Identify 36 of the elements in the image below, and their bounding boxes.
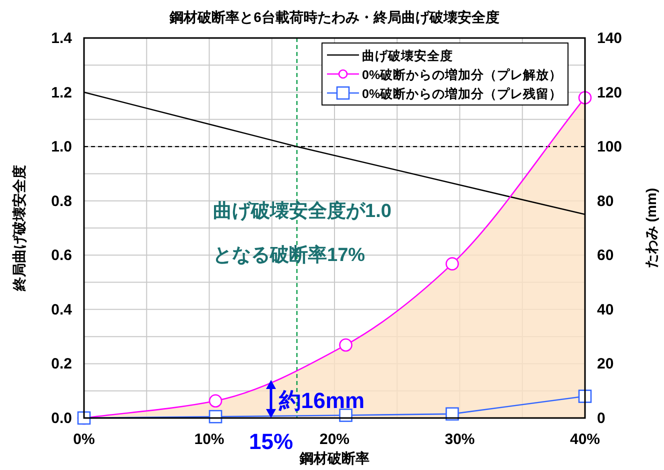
y-tick-label: 0.8 <box>51 192 72 210</box>
chart-title: 鋼材破断率と6台載荷時たわみ・終局曲げ破壊安全度 <box>168 9 500 25</box>
x-tick-label: 10% <box>194 431 224 448</box>
text: 15% <box>248 429 294 454</box>
y-axis-title: 終局曲げ破壊安全度 <box>11 165 27 292</box>
y2-tick-label: 120 <box>597 84 622 102</box>
annotation: となる破断率17% <box>213 244 366 266</box>
y-tick-label: 0.4 <box>51 301 73 318</box>
y-tick-label: 0.6 <box>51 247 72 264</box>
x-tick-label: 20% <box>319 431 350 448</box>
point <box>339 408 352 422</box>
y2-tick-label: 40 <box>597 301 614 318</box>
y-tick-label: 0.2 <box>51 356 72 373</box>
legend-label: 0%破断からの増加分（プレ解放） <box>362 67 562 82</box>
y2-tick-label: 140 <box>597 30 622 47</box>
y2-tick-label: 20 <box>597 356 614 373</box>
x-tick-label: 0% <box>73 431 95 448</box>
annotation: 曲げ破壊安全度が1.0 <box>213 200 392 222</box>
point <box>208 394 222 408</box>
y2-tick-label: 80 <box>597 192 614 210</box>
x-tick-label: 30% <box>444 431 475 448</box>
y2-axis-title: たわみ (mm) <box>643 188 659 268</box>
x-tick-label: 40% <box>570 431 600 448</box>
legend-label: 0%破断からの増加分（プレ残留） <box>362 86 562 101</box>
y2-tick-label: 0 <box>597 410 606 427</box>
legend-label: 曲げ破壊安全度 <box>362 48 453 63</box>
annotation: 約16mm <box>278 388 365 413</box>
x-axis-title: 鋼材破断率 <box>298 450 370 466</box>
point <box>339 338 352 352</box>
point <box>446 257 459 270</box>
y-tick-label: 1.4 <box>51 30 73 47</box>
y-tick-label: 1.0 <box>51 138 72 156</box>
y-tick-label: 1.2 <box>51 84 72 102</box>
y2-tick-label: 100 <box>597 138 622 156</box>
y-tick-label: 0.0 <box>51 410 72 427</box>
y2-tick-label: 60 <box>597 247 614 264</box>
